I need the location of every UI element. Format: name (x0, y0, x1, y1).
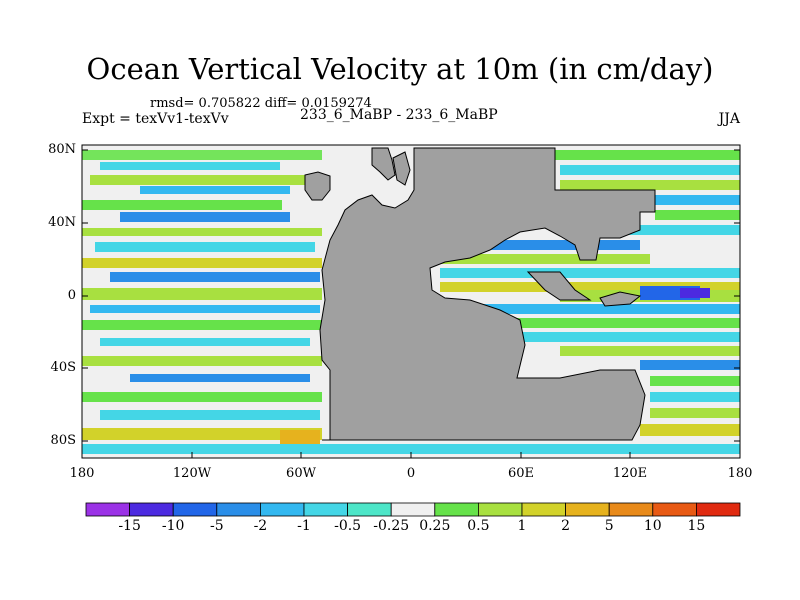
lon-tick-180e: 180 (727, 466, 753, 481)
colorbar-label-4: -1 (297, 518, 311, 534)
velocity-field (82, 150, 740, 454)
colorbar-label-7: 0.25 (419, 518, 451, 534)
colorbar-swatch-1 (129, 502, 174, 517)
season-label: JJA (718, 111, 740, 127)
colorbar-label-10: 2 (561, 518, 571, 534)
colorbar-label-13: 15 (687, 518, 706, 534)
colorbar-swatch-5 (303, 502, 348, 517)
colorbar-label-6: -0.25 (373, 518, 410, 534)
lon-tick-60w: 60W (286, 466, 316, 481)
colorbar-swatch-9 (477, 502, 523, 517)
colorbar-label-11: 5 (604, 518, 614, 534)
lon-tick-60e: 60E (507, 466, 535, 481)
colorbar-swatch-8 (434, 502, 479, 517)
colorbar-label-9: 1 (517, 518, 527, 534)
colorbar-swatch-0 (85, 502, 130, 517)
colorbar-label-3: -2 (253, 518, 268, 534)
lon-tick-120w: 120W (172, 466, 212, 481)
lon-tick-0: 0 (406, 466, 416, 481)
colorbar-swatch-13 (652, 502, 697, 517)
colorbar-label-2: -5 (209, 518, 224, 534)
lat-tick-40s: 40S (50, 360, 76, 375)
lon-tick-120e: 120E (612, 466, 648, 481)
colorbar-swatch-7 (390, 502, 436, 517)
colorbar-swatch-4 (259, 502, 305, 517)
colorbar-label-1: -10 (161, 518, 185, 534)
colorbar-swatch-3 (216, 502, 261, 517)
colorbar-label-0: -15 (118, 518, 141, 534)
experiment-label: Expt = texVv1-texVv (82, 111, 229, 127)
lat-tick-80n: 80N (48, 142, 76, 157)
colorbar (85, 502, 741, 517)
lon-tick-180w: 180 (69, 466, 95, 481)
lat-tick-80s: 80S (50, 433, 76, 448)
colorbar-swatch-14 (696, 502, 741, 517)
colorbar-swatch-12 (608, 502, 654, 517)
colorbar-label-12: 10 (643, 518, 662, 534)
lat-tick-40n: 40N (48, 215, 76, 230)
axis-ticks (81, 149, 741, 458)
rmsd-diff-stats: rmsd= 0.705822 diff= 0.0159274 (150, 96, 372, 111)
colorbar-swatch-2 (172, 502, 218, 517)
lat-tick-0: 0 (67, 288, 76, 303)
map-title: Ocean Vertical Velocity at 10m (in cm/da… (86, 52, 714, 86)
colorbar-swatch-10 (521, 502, 566, 517)
case-label: 233_6_MaBP - 233_6_MaBP (300, 107, 498, 123)
colorbar-swatch-6 (347, 502, 392, 517)
colorbar-label-5: -0.5 (334, 518, 362, 534)
colorbar-swatch-11 (565, 502, 610, 517)
colorbar-label-8: 0.5 (467, 518, 490, 534)
land-mass (304, 147, 656, 441)
